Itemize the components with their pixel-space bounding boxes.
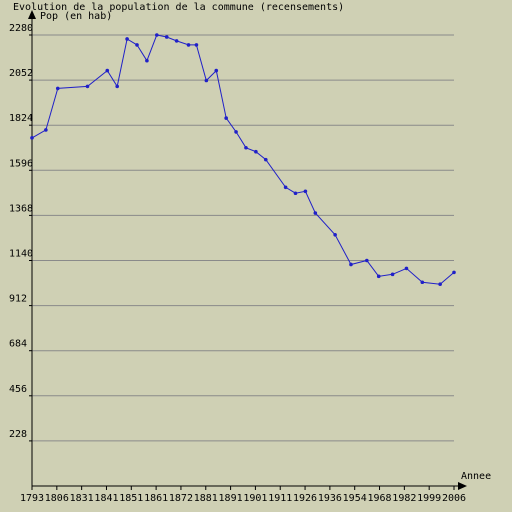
data-point bbox=[390, 272, 395, 277]
data-point bbox=[125, 37, 129, 41]
x-tick-label: 1936 bbox=[318, 493, 342, 504]
data-point bbox=[44, 128, 48, 132]
x-tick-label: 1851 bbox=[119, 493, 143, 504]
x-tick-label: 1954 bbox=[343, 493, 367, 504]
chart-title: Evolution de la population de la commune… bbox=[13, 2, 344, 13]
y-axis-arrow-icon bbox=[28, 10, 36, 19]
x-tick-label: 2006 bbox=[442, 493, 466, 504]
x-tick-label: 1926 bbox=[293, 493, 317, 504]
data-point bbox=[224, 116, 228, 120]
data-point bbox=[55, 86, 60, 91]
data-point bbox=[254, 149, 258, 154]
data-point bbox=[303, 189, 308, 194]
series-line bbox=[31, 34, 455, 285]
x-tick-label: 1861 bbox=[144, 493, 168, 504]
data-point bbox=[404, 266, 409, 271]
data-point bbox=[194, 43, 199, 47]
data-point bbox=[30, 136, 34, 140]
data-point bbox=[164, 35, 169, 39]
series-population bbox=[30, 33, 456, 287]
x-tick-label: 1831 bbox=[70, 493, 94, 504]
data-point bbox=[234, 130, 238, 134]
gridlines bbox=[29, 34, 455, 490]
x-tick-label: 1793 bbox=[20, 493, 44, 504]
y-tick-label: 1140 bbox=[9, 249, 33, 260]
y-tick-label: 1824 bbox=[9, 113, 33, 124]
data-point bbox=[365, 258, 369, 263]
tick-labels: 228 456 684 912 1140 1368 1596 1824 2052 2280 1793… bbox=[9, 23, 466, 504]
y-axis-label: Pop (en hab) bbox=[40, 11, 112, 22]
x-tick-label: 1881 bbox=[194, 493, 218, 504]
data-point bbox=[186, 43, 191, 47]
y-tick-label: 912 bbox=[9, 294, 27, 305]
data-point bbox=[452, 270, 456, 275]
axes bbox=[28, 10, 467, 490]
x-tick-label: 1901 bbox=[243, 493, 267, 504]
data-point bbox=[263, 157, 268, 162]
x-tick-label: 1982 bbox=[392, 493, 416, 504]
data-point bbox=[174, 39, 179, 43]
data-point bbox=[204, 78, 209, 83]
x-tick-label: 1968 bbox=[367, 493, 391, 504]
x-tick-label: 1806 bbox=[45, 493, 69, 504]
data-point bbox=[155, 33, 159, 37]
x-axis-arrow-icon bbox=[458, 482, 467, 490]
y-tick-label: 2052 bbox=[9, 68, 33, 79]
x-tick-label: 1999 bbox=[417, 493, 441, 504]
data-point bbox=[420, 280, 425, 285]
y-tick-label: 2280 bbox=[9, 23, 33, 34]
data-point bbox=[376, 274, 381, 279]
data-point bbox=[115, 84, 119, 89]
data-point bbox=[145, 58, 149, 63]
data-point bbox=[293, 191, 298, 196]
x-tick-label: 1841 bbox=[94, 493, 118, 504]
x-tick-label: 1891 bbox=[219, 493, 243, 504]
x-tick-label: 1872 bbox=[169, 493, 193, 504]
data-point bbox=[244, 145, 248, 150]
x-tick-label: 1911 bbox=[268, 493, 292, 504]
data-point bbox=[105, 68, 110, 73]
y-tick-label: 228 bbox=[9, 429, 27, 440]
data-point bbox=[349, 262, 353, 267]
data-point bbox=[283, 185, 288, 190]
x-axis-label: Annee bbox=[461, 471, 491, 482]
data-point bbox=[135, 43, 139, 47]
y-tick-label: 456 bbox=[9, 384, 27, 395]
y-tick-label: 684 bbox=[9, 339, 27, 350]
data-point bbox=[214, 68, 219, 73]
data-point bbox=[85, 84, 90, 89]
data-point bbox=[438, 282, 442, 287]
data-point bbox=[333, 232, 337, 237]
y-tick-label: 1596 bbox=[9, 158, 33, 169]
y-tick-label: 1368 bbox=[9, 203, 33, 214]
data-point bbox=[313, 211, 318, 215]
